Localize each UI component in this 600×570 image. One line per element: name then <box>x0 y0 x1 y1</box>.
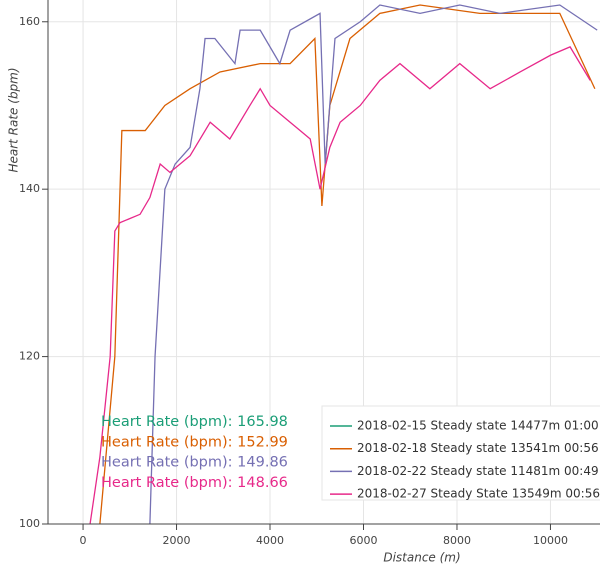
series-line <box>89 46 591 524</box>
x-tick-label: 6000 <box>349 534 377 547</box>
y-tick-label: 140 <box>19 182 40 195</box>
y-tick-label: 120 <box>19 350 40 363</box>
legend-label: 2018-02-22 Steady state 11481m 00:49:1 <box>357 464 600 478</box>
plot-area <box>89 4 598 524</box>
x-axis-label: Distance (m) <box>383 551 460 565</box>
x-tick-label: 4000 <box>256 534 284 547</box>
y-axis-label: Heart Rate (bpm) <box>7 67 21 172</box>
legend <box>321 405 600 501</box>
legend-label: 2018-02-27 Steady State 13549m 00:56:4 <box>357 487 600 501</box>
annotation: Heart Rate (bpm): 149.86 <box>101 455 288 471</box>
legend-label: 2018-02-18 Steady state 13541m 00:56:0 <box>357 441 600 455</box>
legend-label: 2018-02-15 Steady state 14477m 01:00:2 <box>357 419 600 433</box>
annotation: Heart Rate (bpm): 148.66 <box>101 475 288 491</box>
x-tick-label: 0 <box>80 534 87 547</box>
series-line <box>149 4 598 524</box>
y-tick-label: 100 <box>19 517 40 530</box>
annotation: Heart Rate (bpm): 165.98 <box>101 414 288 430</box>
y-tick-label: 160 <box>19 15 40 28</box>
annotation: Heart Rate (bpm): 152.99 <box>101 434 288 450</box>
x-tick-label: 8000 <box>443 534 471 547</box>
x-tick-label: 2000 <box>163 534 191 547</box>
x-tick-label: 10000 <box>533 534 568 547</box>
series-line <box>99 4 596 524</box>
